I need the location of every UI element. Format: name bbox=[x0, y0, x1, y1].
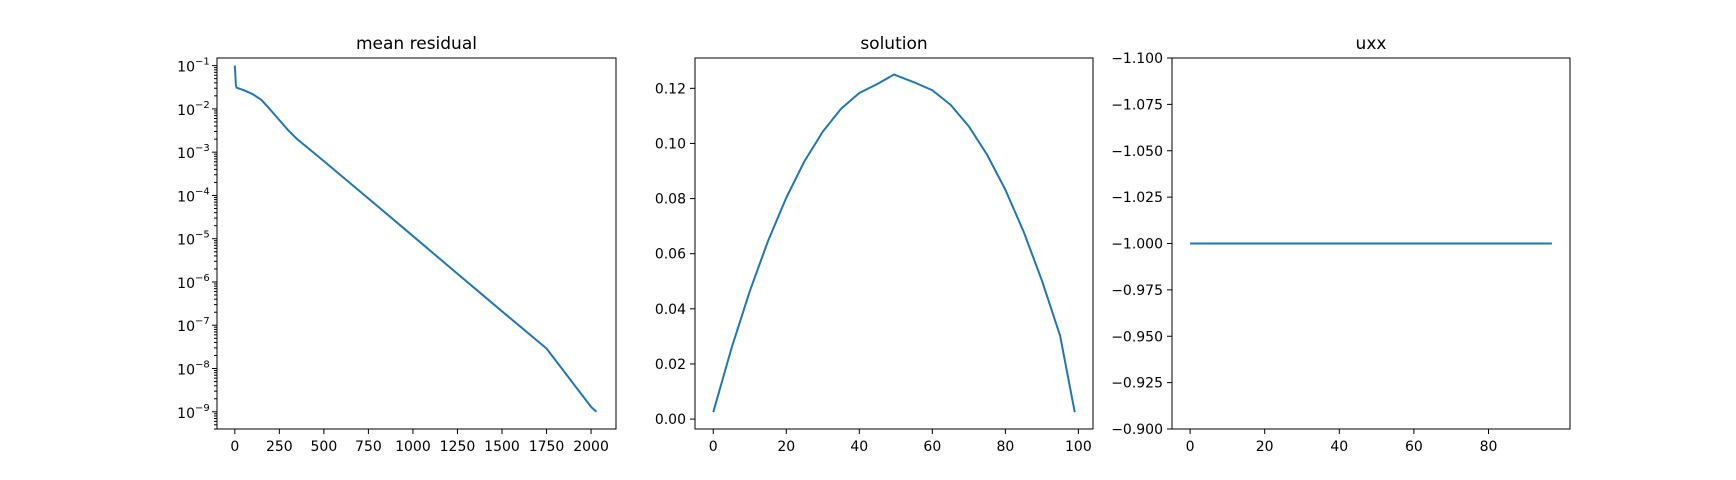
y-tick-label: 10 bbox=[177, 233, 195, 249]
x-tick-label: 0 bbox=[230, 439, 239, 455]
series-line bbox=[233, 65, 598, 413]
y-tick-label: −1.000 bbox=[1111, 237, 1163, 253]
y-tick-exponent: −2 bbox=[195, 100, 210, 111]
y-tick-label: 0.08 bbox=[655, 192, 686, 208]
y-tick-label: 10 bbox=[177, 189, 195, 205]
subplot-title: solution bbox=[860, 34, 927, 54]
y-tick-label: −1.025 bbox=[1111, 190, 1163, 206]
y-tick-exponent: −8 bbox=[195, 360, 210, 371]
series-line bbox=[712, 73, 1076, 413]
y-tick-label: −1.075 bbox=[1111, 97, 1163, 113]
y-tick-label: −1.100 bbox=[1111, 51, 1163, 67]
x-tick-label: 1750 bbox=[529, 439, 565, 455]
x-tick-label: 1250 bbox=[440, 439, 476, 455]
y-tick-exponent: −7 bbox=[195, 316, 210, 327]
subplot-title: uxx bbox=[1356, 34, 1387, 54]
y-tick-label: 10 bbox=[177, 276, 195, 292]
y-tick-exponent: −1 bbox=[195, 57, 210, 68]
y-tick-label: 10 bbox=[177, 103, 195, 119]
x-tick-label: 60 bbox=[1405, 439, 1423, 455]
x-tick-label: 100 bbox=[1065, 439, 1092, 455]
y-tick-label: 0.02 bbox=[655, 357, 686, 373]
y-tick-label: 0.06 bbox=[655, 247, 686, 263]
subplot-2: solution 0.00 0.02 0.04 0.06 0.08 0.10 0.12 0 20 4… bbox=[655, 34, 1094, 455]
x-tick-label: 250 bbox=[266, 439, 293, 455]
y-tick-label: −0.925 bbox=[1111, 376, 1163, 392]
y-tick-label: 0.12 bbox=[655, 81, 686, 97]
x-tick-label: 40 bbox=[1330, 439, 1348, 455]
x-tick-label: 80 bbox=[1480, 439, 1498, 455]
y-tick-label: 0.10 bbox=[655, 136, 686, 152]
y-tick-label: −0.950 bbox=[1111, 329, 1163, 345]
x-tick-label: 1500 bbox=[484, 439, 520, 455]
axes-frame bbox=[1171, 57, 1571, 430]
y-tick-label: −1.050 bbox=[1111, 144, 1163, 160]
x-tick-label: 20 bbox=[777, 439, 795, 455]
x-tick-label: 80 bbox=[996, 439, 1014, 455]
y-tick-label: 0.00 bbox=[655, 412, 686, 428]
y-tick-exponent: −6 bbox=[195, 273, 210, 284]
y-tick-label: 10 bbox=[177, 363, 195, 379]
x-tick-label: 1000 bbox=[395, 439, 431, 455]
x-tick-label: 0 bbox=[1186, 439, 1195, 455]
y-tick-exponent: −3 bbox=[195, 143, 210, 154]
x-tick-label: 750 bbox=[355, 439, 382, 455]
subplot-title: mean residual bbox=[356, 34, 477, 54]
axes-frame bbox=[694, 57, 1094, 430]
y-tick-label: 10 bbox=[177, 319, 195, 335]
x-tick-label: 40 bbox=[850, 439, 868, 455]
y-tick-label: −0.900 bbox=[1111, 422, 1163, 438]
y-tick-exponent: −5 bbox=[195, 230, 210, 241]
axes-frame bbox=[216, 57, 617, 430]
y-tick-label: 10 bbox=[177, 60, 195, 76]
subplot-3: uxx −1.100 −1.075 −1.050 −1.025 −1.000 −0.975 −… bbox=[1111, 34, 1571, 455]
y-tick-exponent: −4 bbox=[195, 186, 210, 197]
x-tick-label: 60 bbox=[923, 439, 941, 455]
y-tick-exponent: −9 bbox=[195, 403, 210, 414]
y-tick-label: 10 bbox=[177, 146, 195, 162]
x-tick-label: 2000 bbox=[573, 439, 609, 455]
y-tick-label: 0.04 bbox=[655, 302, 686, 318]
y-tick-label: 10 bbox=[177, 406, 195, 422]
x-tick-label: 20 bbox=[1256, 439, 1274, 455]
y-tick-label: −0.975 bbox=[1111, 283, 1163, 299]
x-tick-label: 500 bbox=[311, 439, 338, 455]
x-tick-label: 0 bbox=[709, 439, 718, 455]
